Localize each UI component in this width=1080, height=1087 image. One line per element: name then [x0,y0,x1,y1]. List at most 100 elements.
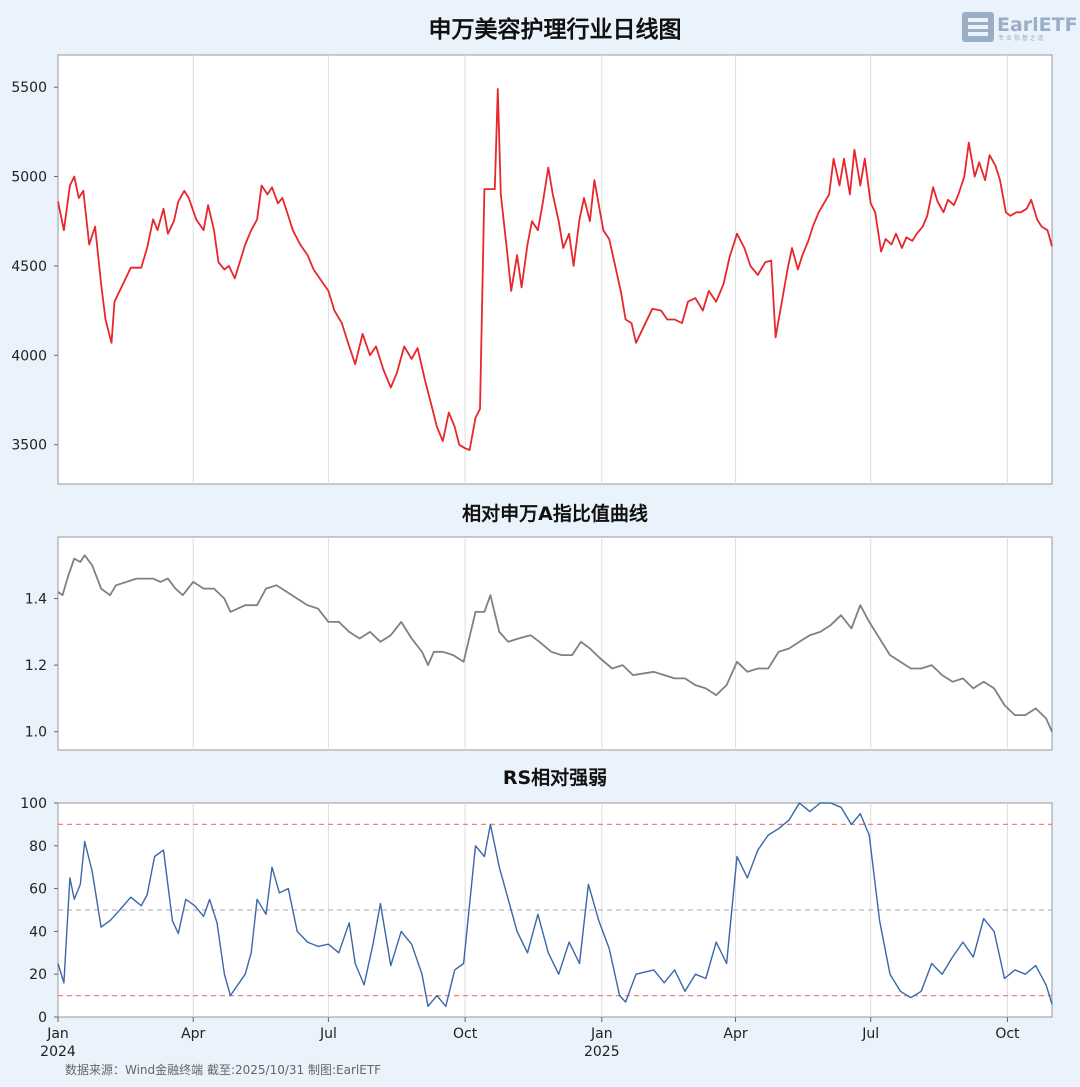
rs-data-point [202,915,204,917]
rs-data-point [454,969,456,971]
ratio-data-point [57,591,59,593]
price-data-point [838,184,840,186]
rs-data-point [185,898,187,900]
ratio-data-point [673,677,675,679]
ratio-data-point [256,604,258,606]
price-data-point [287,215,289,217]
rs-data-point [410,943,412,945]
price-data-point [424,379,426,381]
ratio-data-point [61,594,63,596]
ratio-data-point [878,637,880,639]
price-data-point [130,267,132,269]
price-data-point [812,225,814,227]
price-data-point [974,175,976,177]
ratio-data-point [84,554,86,556]
price-data-point [715,301,717,303]
price-data-point [479,408,481,410]
price-data-point [468,449,470,451]
rs-data-point [746,877,748,879]
price-data-point [859,184,861,186]
rs-data-point [379,902,381,904]
price-data-point [828,193,830,195]
x-tick-label: Jan [46,1026,69,1042]
price-data-point [69,184,71,186]
price-data-point [537,229,539,231]
rs-data-point [278,892,280,894]
rs-data-point [73,898,75,900]
ratio-data-point [777,651,779,653]
ratio-panel: 1.0 1.2 1.4 [25,536,1053,751]
price-data-point [281,197,283,199]
rs-data-point [516,930,518,932]
price-data-point [541,204,543,206]
rs-data-point [951,956,953,958]
rs-data-point [287,887,289,889]
rs-data-point [537,913,539,915]
price-data-point [510,290,512,292]
price-data-point [922,225,924,227]
rs-data-point [983,917,985,919]
ratio-data-point [694,684,696,686]
price-data-point [666,318,668,320]
x-axis: Jan 2024 Apr Jul Oct Jan 2025 Apr Jul Oct [40,1017,1020,1060]
ratio-data-point [1035,707,1037,709]
rs-y-tick-label: 40 [29,924,47,940]
price-chart-title: 申万美容护理行业日线图 [429,16,682,43]
rs-data-point [809,810,811,812]
rs-data-point [962,941,964,943]
price-data-point [390,386,392,388]
rs-data-point [162,849,164,851]
rs-data-point [829,802,831,804]
price-data-point [140,267,142,269]
price-data-point [1009,215,1011,217]
price-data-point [968,141,970,143]
rs-data-point [84,840,86,842]
price-data-point [673,318,675,320]
ratio-data-point [736,661,738,663]
price-data-point [911,240,913,242]
rs-data-point [578,962,580,964]
rs-data-point [79,883,81,885]
price-data-point [82,190,84,192]
rs-data-point [1035,964,1037,966]
price-data-point [410,358,412,360]
ratio-data-point [993,687,995,689]
ratio-data-point [109,594,111,596]
price-data-point [694,297,696,299]
rs-data-point [878,920,880,922]
ratio-data-point [529,634,531,636]
price-y-tick-label: 5000 [11,170,47,186]
ratio-series-line [57,554,1053,733]
rs-data-point [618,994,620,996]
rs-data-point [507,898,509,900]
rs-data-point [598,920,600,922]
price-data-point [113,301,115,303]
ratio-data-point [757,667,759,669]
price-data-point [978,161,980,163]
price-data-point [681,322,683,324]
price-data-point [73,175,75,177]
price-data-point [292,229,294,231]
rs-data-point [972,956,974,958]
price-data-point [431,408,433,410]
ratio-data-point [369,631,371,633]
price-data-point [589,220,591,222]
ratio-data-point [229,611,231,613]
x-tick-year-label: 2025 [584,1044,620,1060]
price-data-point [884,238,886,240]
price-data-point [994,165,996,167]
price-data-point [448,411,450,413]
price-data-point [110,342,112,344]
price-data-point [728,256,730,258]
price-data-point [152,218,154,220]
ratio-data-point [115,584,117,586]
ratio-data-point [972,687,974,689]
ratio-data-point [571,654,573,656]
ratio-data-point [338,621,340,623]
price-data-point [926,215,928,217]
price-data-point [1046,229,1048,231]
ratio-data-point [275,584,277,586]
price-data-point [1036,218,1038,220]
rs-chart-title: RS相对强弱 [503,766,607,789]
rs-data-point [327,943,329,945]
